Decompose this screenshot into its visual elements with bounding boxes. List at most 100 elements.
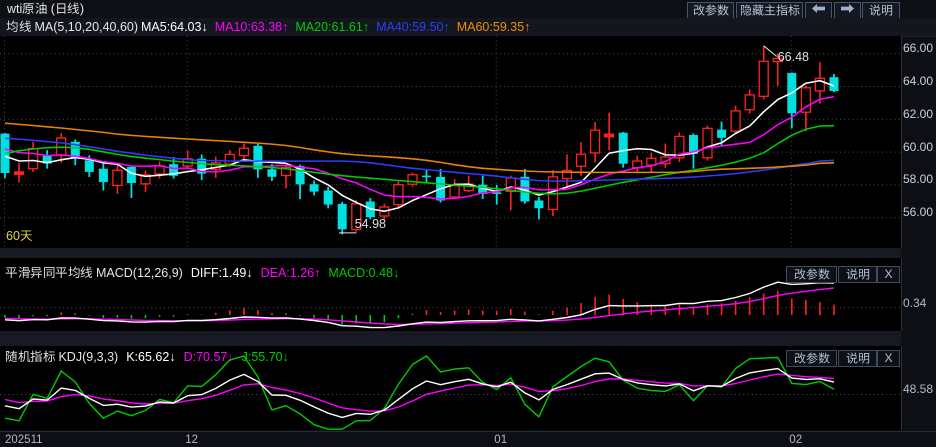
date-tick-label: 02 (789, 434, 803, 446)
down-arrow-icon: ↓ (393, 265, 400, 280)
candle[interactable] (632, 155, 643, 174)
change-params-button[interactable] (687, 2, 734, 19)
macd-header: MACD(12,26,9) DIFF:1.49↓ DEA:1.26↑ MACD:0.4… (5, 266, 407, 280)
macd-change-params-button[interactable] (786, 266, 837, 283)
candle[interactable] (13, 162, 25, 183)
ma-legend-prefix: MA(5,10,20,40,60) (6, 20, 138, 34)
candle[interactable] (674, 132, 685, 162)
dea-value: DEA:1.26↑ (260, 265, 321, 280)
candle[interactable] (449, 179, 460, 200)
up-arrow-icon: ↑ (282, 20, 289, 34)
down-arrow-icon: ↓ (282, 349, 289, 364)
j-line (4, 355, 835, 430)
candle[interactable] (758, 45, 769, 100)
macd-chart (0, 281, 901, 329)
candle[interactable] (561, 154, 573, 188)
arrow-left-icon (812, 4, 825, 13)
candle[interactable] (829, 74, 839, 93)
candle[interactable] (70, 139, 80, 166)
candle[interactable] (436, 168, 446, 203)
k-line (4, 367, 835, 419)
kdj-axis-label: 48.58 (903, 381, 934, 396)
kdj-help-button[interactable] (838, 350, 877, 367)
d-line (4, 373, 835, 412)
page-title: wti () (7, 2, 85, 16)
macd-close-button[interactable]: X (877, 266, 900, 283)
price-tick-label: 64.00 (903, 74, 934, 88)
price-tick-label: 62.00 (903, 106, 934, 121)
date-tick-label: 202511 (5, 434, 43, 446)
kdj-close-button[interactable]: X (877, 350, 900, 367)
candle[interactable] (407, 172, 418, 187)
macd-panel[interactable] (0, 258, 902, 331)
candle[interactable] (505, 175, 516, 211)
up-arrow-icon: ↑ (314, 265, 321, 280)
candle[interactable] (772, 53, 783, 86)
candle[interactable] (689, 133, 698, 169)
candle[interactable] (126, 165, 136, 199)
up-arrow-icon: ↑ (524, 20, 531, 34)
diff-line (4, 281, 835, 329)
low-annotation: 54.98 (355, 217, 386, 231)
candle[interactable] (730, 105, 741, 134)
ma10-value: MA10:63.38↑ (214, 20, 289, 34)
candle[interactable] (646, 152, 657, 172)
candle[interactable] (702, 125, 713, 161)
candle[interactable] (98, 163, 108, 191)
j-value: J:55.70↓ (241, 349, 289, 364)
candle[interactable] (744, 89, 755, 114)
help-button[interactable] (862, 2, 900, 19)
candle[interactable] (800, 85, 812, 132)
indicator-title: MACD(12,26,9) (5, 266, 183, 280)
price-tick-label: 58.00 (903, 172, 934, 187)
candle[interactable] (0, 133, 10, 179)
ma-legend-bar: MA(5,10,20,40,60) MA5:64.03↓ MA10:63.38↑ M… (0, 18, 936, 37)
arrow-right-icon (841, 4, 854, 13)
candle[interactable] (717, 121, 727, 146)
hide-main-indicator-button[interactable] (736, 2, 803, 19)
candle[interactable] (603, 112, 615, 151)
candle[interactable] (393, 181, 404, 208)
high-annotation: 66.48 (778, 50, 809, 64)
candle[interactable] (140, 170, 151, 192)
candle[interactable] (323, 186, 333, 209)
candle[interactable] (337, 201, 347, 235)
dea-line (4, 287, 835, 326)
candle[interactable] (520, 168, 530, 204)
diff-value: DIFF:1.49↓ (190, 265, 253, 280)
ma40-value: MA40:59.50↑ (376, 20, 450, 34)
indicator-title: KDJ(9,3,3) (5, 350, 118, 364)
candle[interactable] (534, 197, 544, 220)
prev-button[interactable] (805, 2, 832, 19)
ma60-line (4, 122, 835, 174)
macd-histogram (4, 290, 835, 325)
ma20-line (4, 124, 835, 195)
main-chart-panel[interactable]: 66.48 54.98 (0, 36, 902, 248)
ma20-value: MA20:61.61↑ (295, 20, 370, 34)
candle[interactable] (422, 168, 431, 183)
ma60-value: MA60:59.35↑ (456, 20, 531, 34)
date-tick-label: 12 (185, 434, 198, 446)
next-button[interactable] (834, 2, 861, 19)
candle[interactable] (280, 164, 292, 189)
kdj-change-params-button[interactable] (786, 350, 837, 367)
macd-help-button[interactable] (838, 266, 877, 283)
candle[interactable] (575, 142, 587, 176)
candle[interactable] (618, 131, 628, 168)
candle[interactable] (309, 180, 319, 196)
down-arrow-icon: ↓ (246, 265, 253, 280)
down-arrow-icon: ↓ (201, 20, 208, 34)
kdj-panel[interactable] (0, 346, 902, 430)
candle[interactable] (112, 165, 123, 194)
ma10-line (4, 95, 835, 200)
candle[interactable] (27, 141, 39, 172)
kdj-header: KDJ(9,3,3) K:65.62↓ D:70.57↓ J:55.70↓ (5, 350, 297, 364)
candle[interactable] (42, 150, 52, 169)
candle[interactable] (787, 72, 797, 129)
candle[interactable] (589, 122, 601, 163)
price-tick-label: 60.00 (903, 139, 934, 154)
k-value: K:65.62↓ (126, 349, 176, 364)
macd-value: MACD:0.48↓ (328, 265, 400, 280)
candle[interactable] (814, 62, 826, 104)
candle[interactable] (197, 154, 207, 180)
